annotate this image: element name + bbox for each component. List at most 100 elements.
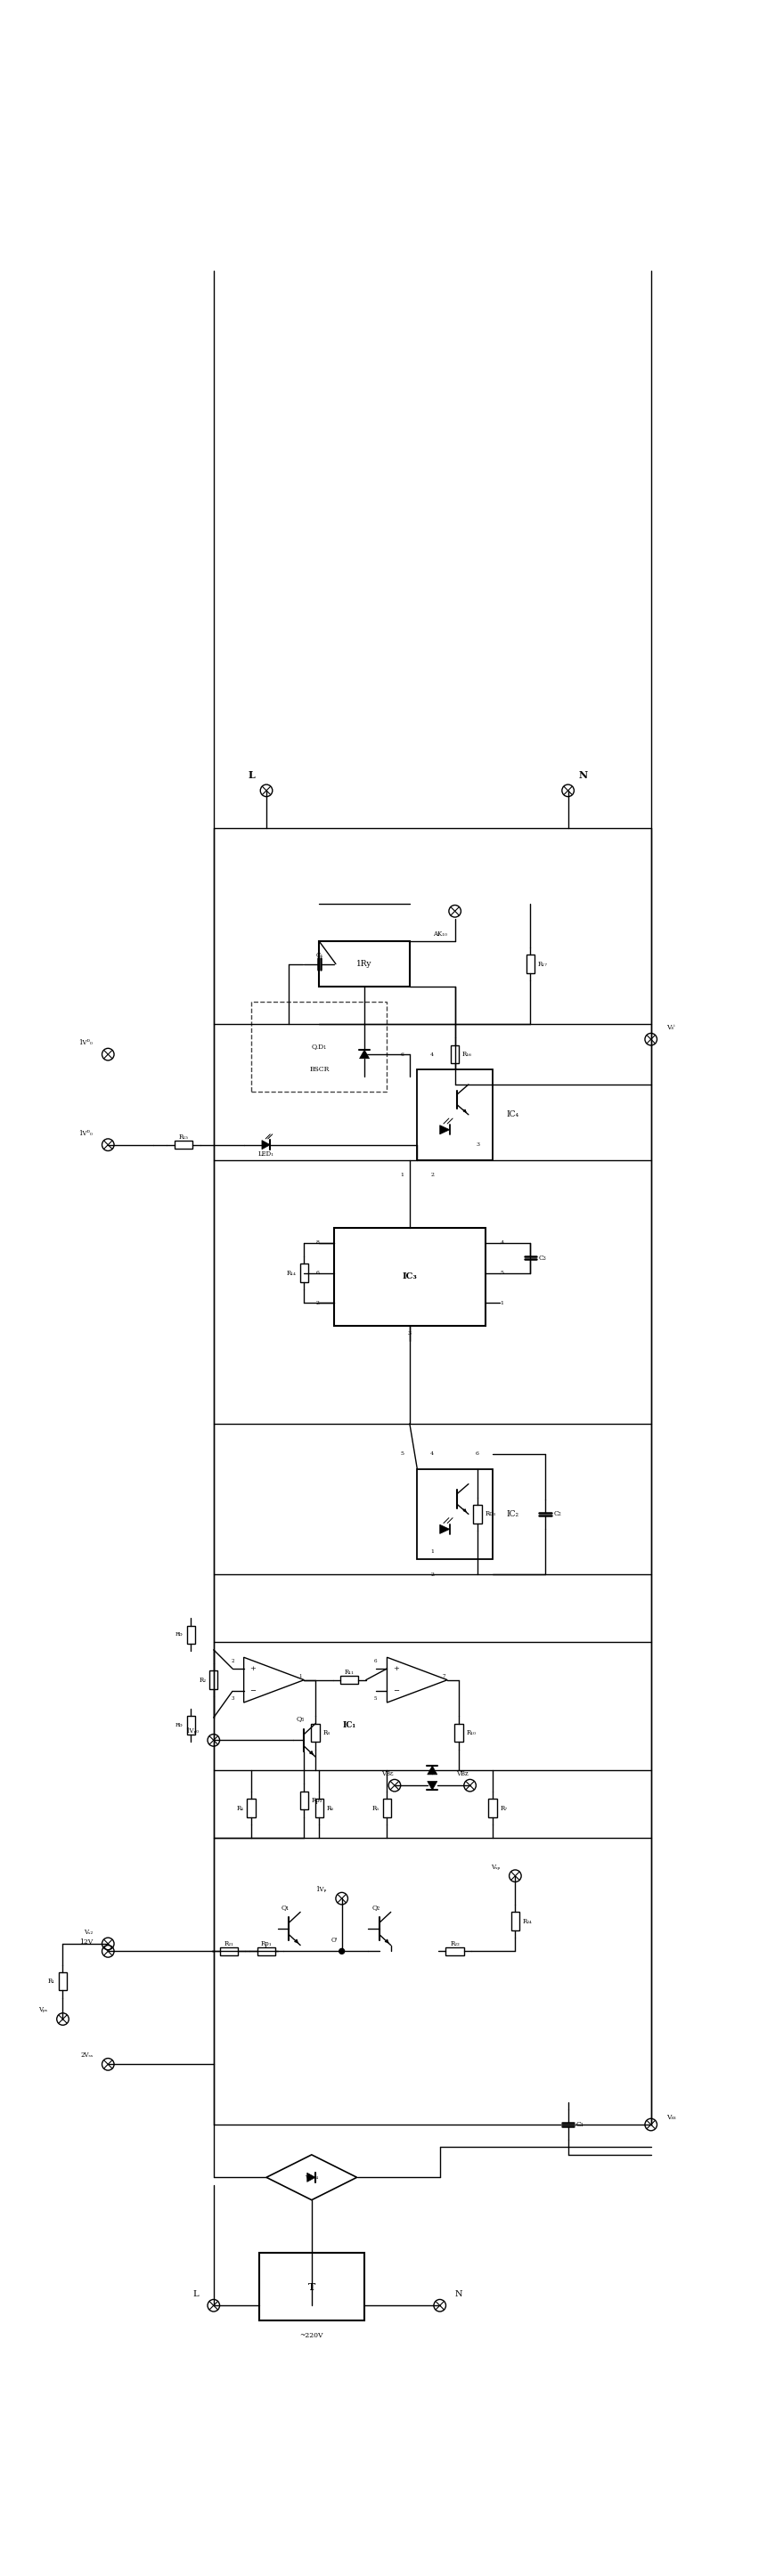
Bar (451, 1046, 459, 1064)
Text: 1: 1 (299, 1674, 302, 1680)
Text: VΒᴢ: VΒᴢ (456, 1770, 468, 1777)
Text: −: − (250, 1687, 256, 1695)
Text: 1: 1 (500, 1301, 504, 1306)
Text: +: + (250, 1664, 256, 1672)
Bar (340, 1677, 358, 1685)
Text: R₁₀: R₁₀ (466, 1728, 476, 1736)
Text: V₀₁₋₄: V₀₁₋₄ (305, 2174, 318, 2179)
Text: 5: 5 (400, 1453, 404, 1455)
Text: AK₁₀: AK₁₀ (433, 930, 447, 938)
Polygon shape (262, 1141, 270, 1149)
Text: 8: 8 (316, 1242, 320, 1244)
Text: 2: 2 (430, 1571, 434, 1577)
Text: O': O' (331, 1937, 338, 1942)
Text: Rᴄ₃: Rᴄ₃ (485, 1510, 496, 1517)
Text: Vₚₛ: Vₚₛ (39, 2007, 48, 2014)
Text: 12V: 12V (80, 1940, 93, 1945)
Text: 3: 3 (476, 1144, 479, 1146)
Text: 4: 4 (500, 1242, 504, 1244)
Bar (511, 1911, 519, 1929)
Text: 1: 1 (430, 1551, 434, 1553)
Text: VΒε: VΒε (381, 1770, 393, 1777)
Polygon shape (427, 1765, 437, 1775)
Polygon shape (439, 1525, 449, 1533)
Text: +: + (393, 1664, 399, 1672)
Text: 4: 4 (430, 1051, 434, 1056)
Text: R₄: R₄ (237, 1806, 244, 1811)
Text: L: L (193, 2290, 199, 2298)
Text: 5: 5 (500, 1270, 504, 1275)
Polygon shape (439, 1126, 449, 1133)
Bar (526, 956, 534, 974)
Polygon shape (307, 2172, 316, 2182)
Text: 3: 3 (408, 1332, 411, 1334)
Text: 5: 5 (374, 1698, 377, 1700)
Bar (446, 1947, 464, 1955)
Text: LED₁: LED₁ (258, 1151, 275, 1157)
Bar (187, 1716, 195, 1734)
Text: BSCR: BSCR (309, 1066, 329, 1074)
Text: Q.D₁: Q.D₁ (311, 1043, 327, 1051)
Text: C₄: C₄ (316, 953, 323, 958)
Bar (417, 1069, 493, 1159)
Text: ~220V: ~220V (300, 2331, 323, 2339)
Text: R₂₄: R₂₄ (523, 1917, 532, 1924)
Text: 3: 3 (231, 1698, 234, 1700)
Text: 1Vᴰ₀: 1Vᴰ₀ (79, 1041, 93, 1046)
Bar (187, 1625, 195, 1643)
Text: Q₁: Q₁ (281, 1904, 289, 1911)
Text: R₁₅: R₁₅ (178, 1133, 188, 1141)
Text: T: T (308, 2282, 315, 2293)
Text: R₅: R₅ (373, 1806, 380, 1811)
Text: Rp₂: Rp₂ (312, 1798, 323, 1803)
Text: IC₂: IC₂ (506, 1510, 518, 1517)
Circle shape (339, 1947, 345, 1953)
Text: C₁: C₁ (576, 2120, 584, 2128)
Text: R₂₁: R₂₁ (224, 1940, 234, 1947)
Text: Q₂: Q₂ (372, 1904, 380, 1911)
Text: 6: 6 (316, 1270, 320, 1275)
Bar (175, 1141, 193, 1149)
Text: R₁₆: R₁₆ (462, 1051, 472, 1059)
Text: R₁₇: R₁₇ (538, 961, 547, 969)
Text: 1Vₚ: 1Vₚ (316, 1886, 326, 1893)
Text: IC₃: IC₃ (402, 1273, 417, 1280)
Bar (320, 940, 410, 987)
Text: Q₃: Q₃ (296, 1716, 304, 1723)
Text: 6: 6 (476, 1453, 479, 1455)
Text: 4: 4 (430, 1453, 434, 1455)
Text: 2: 2 (231, 1659, 234, 1664)
Bar (259, 2254, 364, 2321)
Text: L: L (248, 770, 255, 781)
Text: C₂: C₂ (553, 1510, 562, 1517)
Text: Vₛⁱ: Vₛⁱ (666, 1025, 675, 1030)
Text: N: N (578, 770, 587, 781)
Bar (383, 1798, 391, 1816)
Text: Vₛ₂: Vₛ₂ (84, 1929, 93, 1937)
Text: 1: 1 (400, 1172, 404, 1177)
Text: 2: 2 (430, 1172, 434, 1177)
Bar (300, 1265, 308, 1283)
Text: 2: 2 (316, 1301, 320, 1306)
Bar (219, 1947, 238, 1955)
Polygon shape (360, 1051, 370, 1059)
Bar (315, 1798, 323, 1816)
Text: Vₛₛ: Vₛₛ (666, 2112, 676, 2120)
Bar (300, 1790, 308, 1808)
Text: R₈: R₈ (323, 1728, 330, 1736)
Polygon shape (427, 1780, 437, 1790)
Bar (58, 1973, 67, 1991)
Bar (251, 1002, 387, 1092)
Text: R₂: R₂ (199, 1677, 206, 1685)
Bar (311, 1723, 320, 1741)
Bar (489, 1798, 496, 1816)
Text: 1Ry: 1Ry (357, 961, 372, 969)
Text: 2Vₛₛ: 2Vₛₛ (80, 2050, 93, 2058)
Text: R₁₁: R₁₁ (345, 1669, 354, 1677)
Bar (247, 1798, 256, 1816)
Text: Rb: Rb (175, 1633, 184, 1636)
Text: N: N (455, 2290, 462, 2298)
Text: Rb: Rb (175, 1723, 184, 1728)
Text: R₇: R₇ (500, 1806, 507, 1811)
Text: IC₁: IC₁ (342, 1721, 356, 1728)
